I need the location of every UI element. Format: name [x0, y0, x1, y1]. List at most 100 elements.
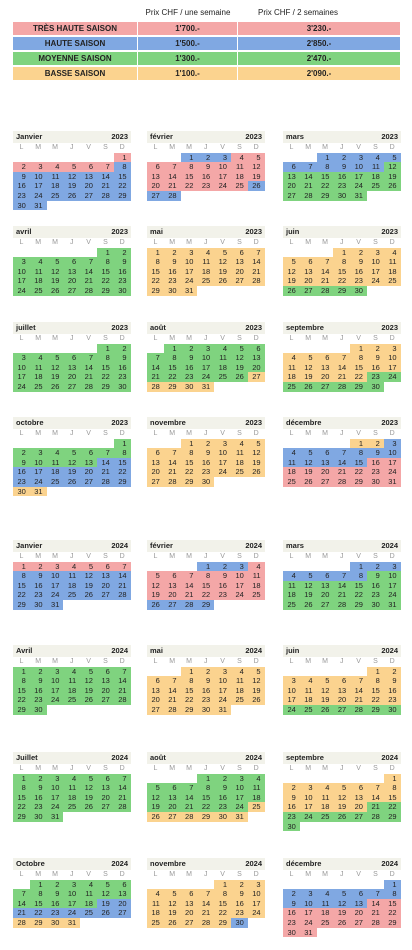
month-calendar: mars 2023 L M M J V S D 1 2 3 4 5 6 7 8 9 10 11 12 13 14 15 16 17… [283, 131, 401, 201]
day-cell: 30 [367, 599, 384, 610]
day-cell: 14 [147, 362, 164, 373]
weekday-label: D [389, 553, 395, 560]
day-cell: 14 [163, 457, 181, 468]
day-cell: 25 [247, 590, 265, 600]
weekday-label: L [289, 239, 294, 246]
day-cell: 18 [283, 467, 300, 477]
weekday-label: S [103, 144, 108, 151]
day-cell: 18 [29, 372, 47, 382]
day-cell: 30 [231, 917, 248, 928]
day-cell: 24 [231, 590, 248, 600]
day-cell: 14 [299, 171, 317, 182]
weekday-label: V [220, 871, 225, 878]
month-calendar: Juillet 2024 L M M J V S D 1 2 3 4 5 6 7 8 9 10 11 12 13 14 15 1… [13, 752, 131, 822]
month-year: 2023 [111, 323, 128, 332]
day-cell: 3 [180, 247, 198, 258]
day-cell: 11 [231, 162, 248, 172]
week-row: 12 13 14 15 16 17 18 [283, 266, 401, 277]
week-row: 26 27 28 29 30 [283, 285, 401, 296]
day-cell: 30 [46, 917, 64, 928]
week-row: 16 17 18 19 20 21 22 [13, 467, 131, 477]
price-row: MOYENNE SAISON 1'300.- 2'470.- [13, 52, 401, 66]
day-cell: 25 [29, 381, 47, 392]
day-cell: 14 [163, 685, 181, 696]
day-cell: 11 [147, 898, 164, 909]
weekday-label: D [253, 335, 259, 342]
day-cell: 6 [97, 773, 114, 784]
day-cell: 26 [231, 372, 248, 382]
day-cell: 22 [197, 590, 215, 600]
day-cell: 29 [113, 476, 131, 487]
day-cell: 20 [283, 181, 300, 191]
day-cell: 16 [180, 362, 198, 373]
day-cell: 6 [283, 162, 300, 172]
day-cell: 1 [29, 879, 47, 890]
day-cell: 3 [283, 676, 300, 686]
day-cell: 19 [63, 467, 81, 477]
day-cell: 9 [367, 571, 384, 581]
weekday-label: S [103, 239, 108, 246]
day-cell: 29 [13, 599, 30, 610]
weekday-label: V [356, 335, 361, 342]
day-cell: 11 [247, 571, 265, 581]
day-cell: 2 [13, 162, 30, 172]
day-cell: 4 [147, 889, 164, 899]
day-cell: 6 [350, 889, 367, 899]
day-cell: 22 [367, 695, 384, 705]
day-cell: 18 [247, 580, 265, 591]
day-cell: 17 [299, 908, 317, 918]
weekday-label: M [169, 239, 176, 246]
day-cell: 19 [333, 802, 351, 812]
day-cell: 8 [350, 571, 367, 581]
day-cell: 10 [46, 676, 64, 686]
month-calendar: octobre 2023 L M M J V S D 1 2 3 4 5 6 7 8 9 10 11 12 13 14 15 1… [13, 417, 131, 497]
weekday-label: S [373, 239, 378, 246]
week-row: 29 30 31 [13, 811, 131, 822]
day-cell: 27 [147, 190, 164, 201]
month-header: septembre 2023 [283, 322, 401, 334]
day-cell: 2 [113, 247, 131, 258]
day-cell: 13 [316, 580, 334, 591]
weekday-label: V [220, 144, 225, 151]
week-row: 27 28 29 30 31 [147, 704, 265, 715]
day-cell: 30 [113, 285, 131, 296]
month-name: Janvier [16, 541, 43, 550]
day-cell: 21 [180, 590, 198, 600]
weekday-label: V [356, 765, 361, 772]
weekday-label: S [373, 658, 378, 665]
day-cell: 11 [367, 162, 384, 172]
day-cell: 17 [214, 457, 231, 468]
day-cell: 13 [97, 783, 114, 793]
weekday-label: D [389, 765, 395, 772]
day-cell: 11 [197, 257, 215, 267]
day-cell: 20 [113, 898, 131, 909]
weekday-label: M [322, 144, 328, 151]
day-cell: 21 [97, 181, 114, 191]
day-cell: 21 [367, 908, 384, 918]
day-cell: 9 [350, 257, 367, 267]
day-cell: 27 [97, 802, 114, 812]
weekday-label: M [186, 765, 192, 772]
week-row: 6 7 8 9 10 11 12 [147, 448, 265, 458]
day-cell: 5 [214, 247, 231, 258]
day-cell: 10 [231, 571, 248, 581]
day-cell: 1 [214, 879, 231, 890]
day-cell: 31 [180, 285, 198, 296]
day-cell: 12 [80, 571, 97, 581]
weekday-label: J [340, 765, 344, 772]
day-cell: 24 [46, 590, 64, 600]
day-cell: 22 [180, 181, 198, 191]
weekday-label: V [86, 239, 91, 246]
day-cell: 17 [13, 372, 30, 382]
day-cell: 21 [350, 695, 367, 705]
day-cell: 19 [283, 276, 300, 286]
day-cell: 23 [113, 276, 131, 286]
day-cell: 6 [180, 889, 198, 899]
day-cell: 25 [63, 590, 81, 600]
